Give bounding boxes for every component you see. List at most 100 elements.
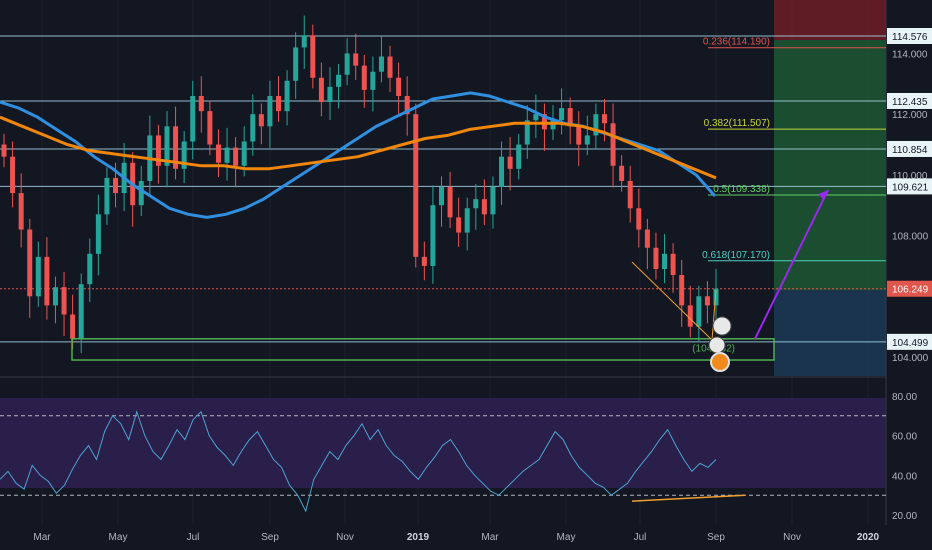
candle-body-19 xyxy=(164,126,170,166)
candle-body-40 xyxy=(344,53,350,75)
candle-body-58 xyxy=(499,156,505,188)
support-zone[interactable] xyxy=(71,338,775,361)
level-tag-bg-2 xyxy=(887,140,932,157)
time-tick-4: Nov xyxy=(336,532,354,543)
candle-body-73 xyxy=(627,180,633,209)
candle-body-4 xyxy=(35,256,41,297)
candle-body-33 xyxy=(284,80,290,112)
candle-body-52 xyxy=(447,187,453,218)
projection-zone-box xyxy=(774,290,886,376)
projection-risk-box xyxy=(774,0,886,40)
level-tag-2: 110.854 xyxy=(892,145,928,156)
candle-body-20 xyxy=(173,126,179,169)
candle-body-8 xyxy=(70,314,76,339)
time-tick-11: 2020 xyxy=(857,532,880,543)
level-tag-4: 104.499 xyxy=(892,338,929,349)
level-tag-bg-1 xyxy=(887,92,932,109)
candle-body-57 xyxy=(490,187,496,215)
candle-body-43 xyxy=(370,71,376,90)
rsi-tick-3: 20.00 xyxy=(892,511,917,522)
projection-target-box xyxy=(774,40,886,290)
candle-body-72 xyxy=(619,165,625,181)
candle-body-30 xyxy=(258,114,264,127)
candle-body-47 xyxy=(404,95,410,115)
candle-body-69 xyxy=(593,114,599,136)
candle-body-56 xyxy=(481,199,487,215)
candle-body-49 xyxy=(421,256,427,266)
candle-body-27 xyxy=(233,147,239,166)
horizontal-levels[interactable] xyxy=(0,35,886,343)
candle-body-22 xyxy=(190,95,196,142)
candle-body-60 xyxy=(516,144,522,169)
candle-body-31 xyxy=(267,95,273,127)
candle-body-64 xyxy=(550,120,556,130)
price-tick-1: 112.000 xyxy=(892,110,928,121)
rsi-tick-2: 40.00 xyxy=(892,471,917,482)
candle-body-38 xyxy=(327,86,333,103)
candle-body-1 xyxy=(10,156,16,194)
candle-body-24 xyxy=(207,111,213,145)
candle-body-77 xyxy=(662,253,668,269)
fib-label-1: 0.382(111.507) xyxy=(704,118,770,129)
candle-body-74 xyxy=(636,208,642,230)
candle-body-23 xyxy=(198,95,204,112)
event-marker-icon[interactable] xyxy=(708,316,732,372)
rsi-axis: 80.00 60.00 40.00 20.00 xyxy=(892,392,917,522)
price-tick-3: 108.000 xyxy=(892,232,929,243)
candle-body-3 xyxy=(27,229,33,297)
candle-body-51 xyxy=(438,187,444,206)
candle-body-71 xyxy=(610,123,616,166)
candle-body-7 xyxy=(61,287,67,315)
time-tick-0: Mar xyxy=(33,532,51,543)
candle-body-34 xyxy=(293,47,299,81)
candle-body-11 xyxy=(95,214,101,254)
candle-body-76 xyxy=(653,247,659,269)
rsi-divergence-line xyxy=(631,494,746,502)
candle-body-0 xyxy=(1,144,7,157)
candle-body-55 xyxy=(473,199,479,209)
candle-body-61 xyxy=(524,120,530,145)
candle-body-10 xyxy=(87,253,93,285)
level-tag-0: 114.576 xyxy=(892,32,928,43)
candle-body-67 xyxy=(576,126,582,145)
candle-body-53 xyxy=(456,217,462,233)
candle-body-16 xyxy=(138,180,144,206)
candle-body-81 xyxy=(696,296,702,327)
candle-body-62 xyxy=(533,114,539,121)
candle-body-70 xyxy=(601,114,607,124)
time-tick-8: Jul xyxy=(634,532,647,543)
candle-body-83 xyxy=(713,288,719,306)
candle-body-37 xyxy=(318,77,324,103)
price-tick-0: 114.000 xyxy=(892,49,928,60)
last-price-tag-bg xyxy=(887,280,932,297)
rsi-band xyxy=(0,398,886,488)
candle-body-6 xyxy=(52,287,58,306)
time-tick-3: Sep xyxy=(261,532,279,543)
candle-body-54 xyxy=(464,208,470,233)
time-tick-10: Nov xyxy=(783,532,801,543)
moving-averages xyxy=(0,91,717,219)
candle-body-65 xyxy=(559,108,565,121)
price-tick-4: 104.000 xyxy=(892,353,929,364)
time-tick-7: May xyxy=(557,532,576,543)
candle-body-5 xyxy=(44,256,50,306)
candle-body-21 xyxy=(181,141,187,169)
candle-body-66 xyxy=(567,108,573,127)
candle-body-2 xyxy=(18,193,24,230)
candle-body-79 xyxy=(679,275,685,306)
candle-body-35 xyxy=(301,35,307,48)
candle-body-78 xyxy=(670,253,676,276)
candle-body-80 xyxy=(687,305,693,327)
candle-body-9 xyxy=(78,284,84,339)
price-axis: 114.000 112.000 110.000 108.000 104.000 114.5… xyxy=(887,28,932,364)
rsi-series xyxy=(0,410,886,513)
ma-orange-line xyxy=(0,115,717,180)
time-tick-1: May xyxy=(109,532,128,543)
support-box xyxy=(71,338,775,361)
candle-body-63 xyxy=(541,114,547,130)
candle-body-44 xyxy=(378,56,384,72)
fib-label-0: 0.236(114.190) xyxy=(703,37,770,48)
level-tag-bg-3 xyxy=(887,178,932,195)
candle-body-32 xyxy=(276,95,282,112)
